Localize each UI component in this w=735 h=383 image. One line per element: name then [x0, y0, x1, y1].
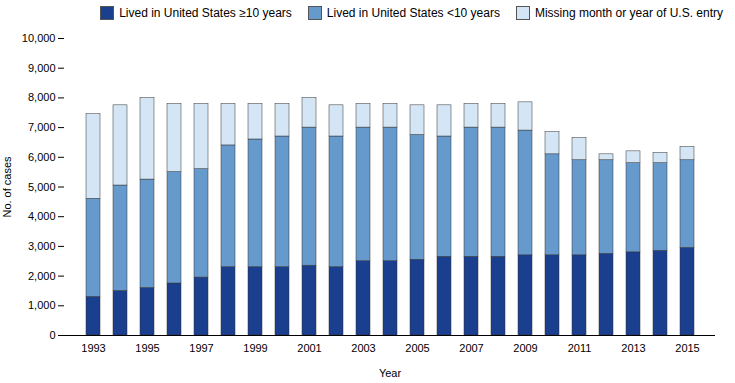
html-text:Lived in United States <10 yea: Lived in United States <10 years	[326, 6, 500, 20]
svg-text:5,000: 5,000	[28, 181, 56, 193]
svg-text:1997: 1997	[189, 342, 213, 354]
svg-text:4,000: 4,000	[28, 210, 56, 222]
svg-text:0: 0	[49, 329, 55, 341]
svg-text:2015: 2015	[675, 342, 699, 354]
svg-text:1993: 1993	[81, 342, 105, 354]
svg-text:2001: 2001	[297, 342, 321, 354]
svg-text:No. of cases: No. of cases	[1, 156, 13, 218]
svg-text:1,000: 1,000	[28, 299, 56, 311]
svg-text:2011: 2011	[568, 342, 592, 354]
svg-text:1995: 1995	[135, 342, 159, 354]
svg-text:2003: 2003	[351, 342, 375, 354]
svg-text:10,000: 10,000	[22, 32, 56, 44]
svg-text:9,000: 9,000	[28, 62, 56, 74]
svg-text:2009: 2009	[513, 342, 537, 354]
svg-text:7,000: 7,000	[28, 121, 56, 133]
svg-text:Year: Year	[379, 367, 402, 379]
svg-text:2013: 2013	[621, 342, 645, 354]
svg-text:6,000: 6,000	[28, 151, 56, 163]
svg-text:2,000: 2,000	[28, 270, 56, 282]
svg-text:2007: 2007	[459, 342, 483, 354]
html-text:Lived in United States ≥10 yea: Lived in United States ≥10 years	[119, 6, 292, 20]
svg-text:1999: 1999	[243, 342, 267, 354]
svg-text:3,000: 3,000	[28, 240, 56, 252]
html-text:Missing month or year of U.S.: Missing month or year of U.S. entry	[534, 6, 723, 20]
svg-text:8,000: 8,000	[28, 91, 56, 103]
svg-text:2005: 2005	[405, 342, 429, 354]
